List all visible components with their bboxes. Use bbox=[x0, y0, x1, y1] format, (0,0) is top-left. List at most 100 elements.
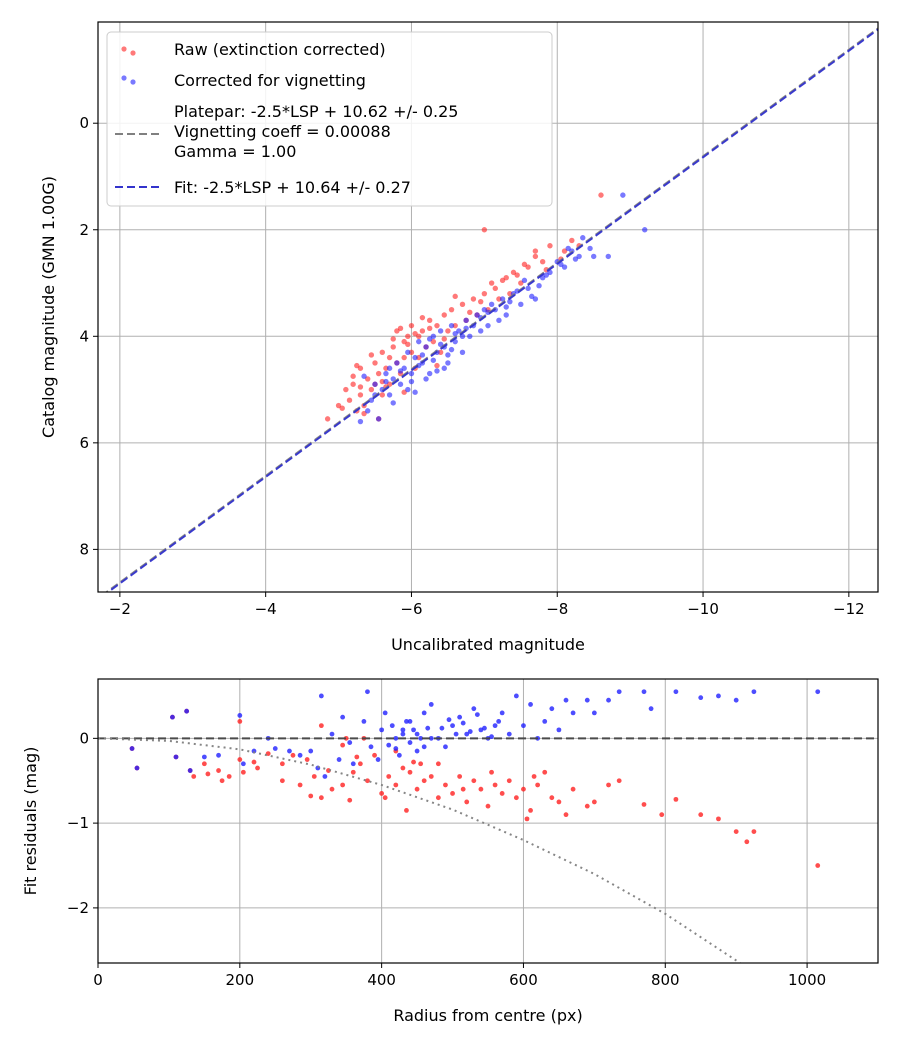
data-point-series-1 bbox=[318, 693, 324, 699]
data-point-series-1 bbox=[543, 272, 550, 278]
data-point-series-0 bbox=[716, 816, 721, 822]
data-point-series-1 bbox=[648, 706, 654, 712]
data-point-series-1 bbox=[496, 718, 502, 724]
data-point-series-1 bbox=[471, 706, 477, 712]
data-point-series-0 bbox=[521, 786, 526, 792]
data-point-series-1 bbox=[521, 723, 526, 729]
data-point-series-1 bbox=[408, 378, 415, 385]
data-point-series-1 bbox=[751, 689, 757, 695]
legend-entry-raw: Raw (extinction corrected) bbox=[121, 40, 386, 59]
data-point-series-1 bbox=[426, 336, 433, 342]
data-point-series-0 bbox=[339, 405, 345, 411]
data-point-series-1 bbox=[463, 317, 469, 324]
data-point-series-0 bbox=[368, 352, 375, 358]
data-point-series-1 bbox=[393, 735, 399, 741]
data-point-series-0 bbox=[606, 782, 611, 788]
data-point-series-1 bbox=[400, 731, 406, 737]
data-point-series-1 bbox=[488, 301, 495, 308]
data-point-series-1 bbox=[297, 752, 303, 758]
data-point-series-1 bbox=[365, 689, 370, 695]
data-point-series-0 bbox=[201, 761, 207, 767]
data-point-series-0 bbox=[350, 381, 356, 387]
legend-entry-platepar: Platepar: -2.5*LSP + 10.62 +/- 0.25 Vigne… bbox=[115, 102, 458, 161]
data-point-series-0 bbox=[279, 778, 285, 784]
data-point-series-1 bbox=[528, 702, 533, 707]
data-point-series-0 bbox=[467, 309, 473, 316]
data-point-series-0 bbox=[340, 782, 346, 788]
data-point-series-1 bbox=[459, 349, 466, 355]
data-point-series-0 bbox=[382, 795, 388, 801]
data-point-series-1 bbox=[733, 697, 739, 703]
data-point-series-1 bbox=[549, 706, 555, 712]
data-point-series-1 bbox=[485, 322, 491, 329]
data-point-series-0 bbox=[563, 812, 569, 818]
data-point-series-1 bbox=[396, 752, 402, 758]
data-point-series-1 bbox=[525, 285, 531, 292]
data-point-series-0 bbox=[419, 314, 426, 321]
data-point-series-1 bbox=[340, 714, 346, 720]
data-point-series-1 bbox=[446, 717, 452, 723]
data-point-series-0 bbox=[698, 812, 704, 818]
legend-label-platepar-line: Vignetting coeff = 0.00088 bbox=[174, 122, 391, 141]
data-point-series-0 bbox=[539, 259, 546, 265]
data-point-series-0 bbox=[219, 778, 225, 784]
data-point-series-1 bbox=[457, 714, 463, 720]
data-point-series-1 bbox=[201, 754, 207, 760]
y-tick-label: 6 bbox=[79, 434, 89, 452]
data-point-series-1 bbox=[421, 744, 427, 750]
data-point-series-0 bbox=[591, 799, 597, 805]
data-point-series-1 bbox=[423, 344, 429, 350]
legend-box bbox=[106, 31, 553, 207]
data-point-series-1 bbox=[329, 731, 335, 737]
data-point-series-1 bbox=[272, 746, 278, 751]
y-tick-label: 8 bbox=[79, 540, 89, 558]
data-point-series-1 bbox=[129, 746, 135, 751]
data-point-series-1 bbox=[452, 330, 458, 337]
data-point-series-0 bbox=[297, 782, 303, 788]
data-point-series-0 bbox=[443, 782, 448, 788]
legend-label-platepar-line: Gamma = 1.00 bbox=[174, 142, 296, 161]
x-tick-label: −10 bbox=[687, 600, 719, 618]
data-point-series-0 bbox=[308, 793, 314, 799]
data-point-series-0 bbox=[744, 839, 750, 845]
data-point-series-0 bbox=[489, 769, 494, 775]
data-point-series-0 bbox=[372, 360, 378, 366]
data-point-series-0 bbox=[659, 812, 665, 818]
data-point-series-1 bbox=[393, 746, 399, 751]
data-point-series-1 bbox=[563, 697, 569, 703]
data-point-series-1 bbox=[390, 376, 396, 382]
data-point-series-0 bbox=[357, 392, 364, 398]
x-axis-label: Uncalibrated magnitude bbox=[391, 635, 585, 654]
data-point-series-0 bbox=[405, 333, 411, 339]
data-point-series-0 bbox=[368, 386, 375, 393]
data-point-series-1 bbox=[478, 328, 484, 334]
data-point-series-1 bbox=[287, 748, 292, 754]
data-point-series-0 bbox=[524, 816, 530, 822]
data-point-series-1 bbox=[673, 689, 679, 695]
data-point-series-1 bbox=[518, 301, 524, 308]
data-point-series-1 bbox=[445, 360, 451, 366]
x-tick-label: −8 bbox=[546, 600, 568, 618]
data-point-series-0 bbox=[354, 754, 360, 760]
legend-label-raw: Raw (extinction corrected) bbox=[174, 40, 386, 59]
data-point-series-0 bbox=[191, 774, 197, 779]
data-point-series-0 bbox=[556, 799, 562, 805]
data-point-series-0 bbox=[488, 280, 495, 286]
data-point-series-0 bbox=[404, 808, 409, 813]
data-point-series-1 bbox=[412, 354, 418, 361]
data-point-series-0 bbox=[408, 322, 415, 329]
legend-marker-corrected bbox=[130, 79, 136, 85]
data-point-series-0 bbox=[457, 774, 463, 779]
data-point-series-0 bbox=[393, 782, 399, 788]
legend-label-fit: Fit: -2.5*LSP + 10.64 +/- 0.27 bbox=[174, 178, 411, 197]
x-tick-label: 600 bbox=[509, 971, 538, 989]
plot-frame bbox=[97, 21, 879, 593]
data-point-series-0 bbox=[470, 296, 477, 302]
data-point-series-0 bbox=[240, 769, 246, 775]
data-point-series-1 bbox=[428, 735, 434, 741]
data-point-series-1 bbox=[386, 742, 392, 748]
data-point-series-0 bbox=[673, 796, 679, 802]
data-point-series-1 bbox=[503, 304, 509, 310]
data-point-series-1 bbox=[134, 765, 140, 771]
data-point-series-0 bbox=[290, 752, 296, 758]
